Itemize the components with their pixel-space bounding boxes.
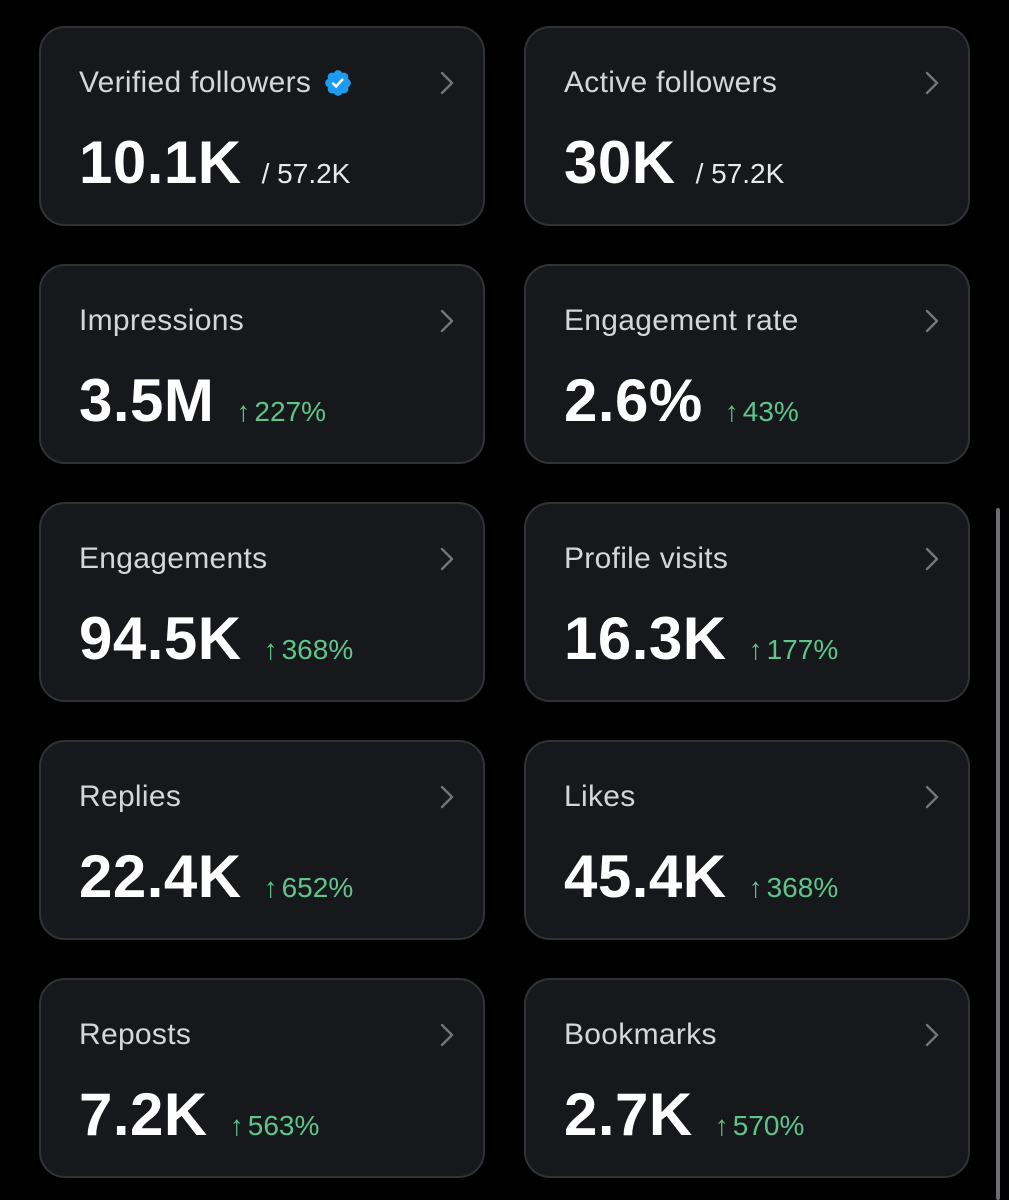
value-row: 3.5M ↑ 227%	[79, 366, 326, 435]
metric-value: 10.1K	[79, 129, 242, 196]
card-title: Impressions	[79, 304, 244, 338]
arrow-up-icon: ↑	[236, 396, 251, 427]
chevron-right-icon[interactable]	[924, 784, 940, 810]
value-row: 2.7K ↑ 570%	[564, 1080, 804, 1149]
metric-change-value: 368%	[766, 872, 839, 903]
metric-change-value: 368%	[281, 634, 354, 665]
card-verified-followers[interactable]: Verified followers 10.1K / 57.2K	[39, 26, 485, 226]
metric-change-value: 563%	[247, 1110, 320, 1141]
value-row: 2.6% ↑ 43%	[564, 366, 799, 435]
value-row: 7.2K ↑ 563%	[79, 1080, 319, 1149]
card-title: Verified followers	[79, 66, 353, 100]
value-row: 30K / 57.2K	[564, 128, 784, 197]
card-title-label: Engagements	[79, 542, 268, 575]
chevron-right-icon[interactable]	[924, 1022, 940, 1048]
card-title-label: Profile visits	[564, 542, 729, 575]
card-engagements[interactable]: Engagements 94.5K ↑ 368%	[39, 502, 485, 702]
arrow-up-icon: ↑	[748, 872, 763, 903]
card-title: Reposts	[79, 1018, 191, 1052]
card-bookmarks[interactable]: Bookmarks 2.7K ↑ 570%	[524, 978, 970, 1178]
chevron-right-icon[interactable]	[439, 1022, 455, 1048]
scrollbar[interactable]	[996, 508, 1000, 1200]
chevron-right-icon[interactable]	[439, 784, 455, 810]
card-active-followers[interactable]: Active followers 30K / 57.2K	[524, 26, 970, 226]
chevron-right-icon[interactable]	[439, 308, 455, 334]
value-row: 22.4K ↑ 652%	[79, 842, 353, 911]
card-title: Profile visits	[564, 542, 728, 576]
chevron-right-icon[interactable]	[924, 308, 940, 334]
card-likes[interactable]: Likes 45.4K ↑ 368%	[524, 740, 970, 940]
value-row: 94.5K ↑ 368%	[79, 604, 353, 673]
arrow-up-icon: ↑	[263, 872, 278, 903]
card-title-label: Bookmarks	[564, 1018, 717, 1051]
chevron-right-icon[interactable]	[924, 70, 940, 96]
card-title-label: Likes	[564, 780, 636, 813]
verified-badge-icon	[325, 70, 352, 96]
metric-value: 16.3K	[564, 605, 727, 672]
metric-change: ↑ 563%	[230, 1110, 320, 1142]
value-row: 10.1K / 57.2K	[79, 128, 350, 197]
arrow-up-icon: ↑	[714, 1110, 729, 1141]
metrics-grid: Verified followers 10.1K / 57.2K Active …	[39, 26, 970, 1178]
metric-change-value: 570%	[732, 1110, 805, 1141]
metric-change: ↑ 43%	[725, 396, 799, 428]
metric-value: 94.5K	[79, 605, 242, 672]
metric-change: ↑ 368%	[749, 872, 839, 904]
metric-change: ↑ 570%	[715, 1110, 805, 1142]
metric-change: ↑ 227%	[236, 396, 326, 428]
card-title-label: Active followers	[564, 66, 778, 99]
card-replies[interactable]: Replies 22.4K ↑ 652%	[39, 740, 485, 940]
card-impressions[interactable]: Impressions 3.5M ↑ 227%	[39, 264, 485, 464]
value-row: 16.3K ↑ 177%	[564, 604, 838, 673]
card-title-label: Impressions	[79, 304, 245, 337]
metric-change-value: 43%	[742, 396, 799, 427]
metric-change: ↑ 368%	[264, 634, 354, 666]
card-title-label: Engagement rate	[564, 304, 799, 337]
metric-value: 3.5M	[79, 367, 215, 434]
arrow-up-icon: ↑	[229, 1110, 244, 1141]
arrow-up-icon: ↑	[748, 634, 763, 665]
metric-change-value: 652%	[281, 872, 354, 903]
chevron-right-icon[interactable]	[439, 70, 455, 96]
metric-change: ↑ 652%	[264, 872, 354, 904]
card-title: Replies	[79, 780, 181, 814]
value-row: 45.4K ↑ 368%	[564, 842, 838, 911]
card-title-label: Verified followers	[79, 66, 312, 99]
metric-value: 7.2K	[79, 1081, 208, 1148]
card-title-label: Reposts	[79, 1018, 192, 1051]
card-engagement-rate[interactable]: Engagement rate 2.6% ↑ 43%	[524, 264, 970, 464]
metric-value: 2.6%	[564, 367, 703, 434]
card-profile-visits[interactable]: Profile visits 16.3K ↑ 177%	[524, 502, 970, 702]
card-title: Engagements	[79, 542, 267, 576]
metric-value: 45.4K	[564, 843, 727, 910]
metric-change: ↑ 177%	[749, 634, 839, 666]
card-title: Engagement rate	[564, 304, 799, 338]
card-title: Likes	[564, 780, 636, 814]
metric-value: 30K	[564, 129, 676, 196]
metric-value: 2.7K	[564, 1081, 693, 1148]
chevron-right-icon[interactable]	[439, 546, 455, 572]
metric-value: 22.4K	[79, 843, 242, 910]
metric-total: / 57.2K	[261, 158, 351, 189]
card-title: Bookmarks	[564, 1018, 717, 1052]
metric-change-value: 227%	[254, 396, 327, 427]
arrow-up-icon: ↑	[263, 634, 278, 665]
metric-total: / 57.2K	[695, 158, 785, 189]
card-title: Active followers	[564, 66, 777, 100]
chevron-right-icon[interactable]	[924, 546, 940, 572]
arrow-up-icon: ↑	[724, 396, 739, 427]
metric-change-value: 177%	[766, 634, 839, 665]
card-title-label: Replies	[79, 780, 182, 813]
card-reposts[interactable]: Reposts 7.2K ↑ 563%	[39, 978, 485, 1178]
